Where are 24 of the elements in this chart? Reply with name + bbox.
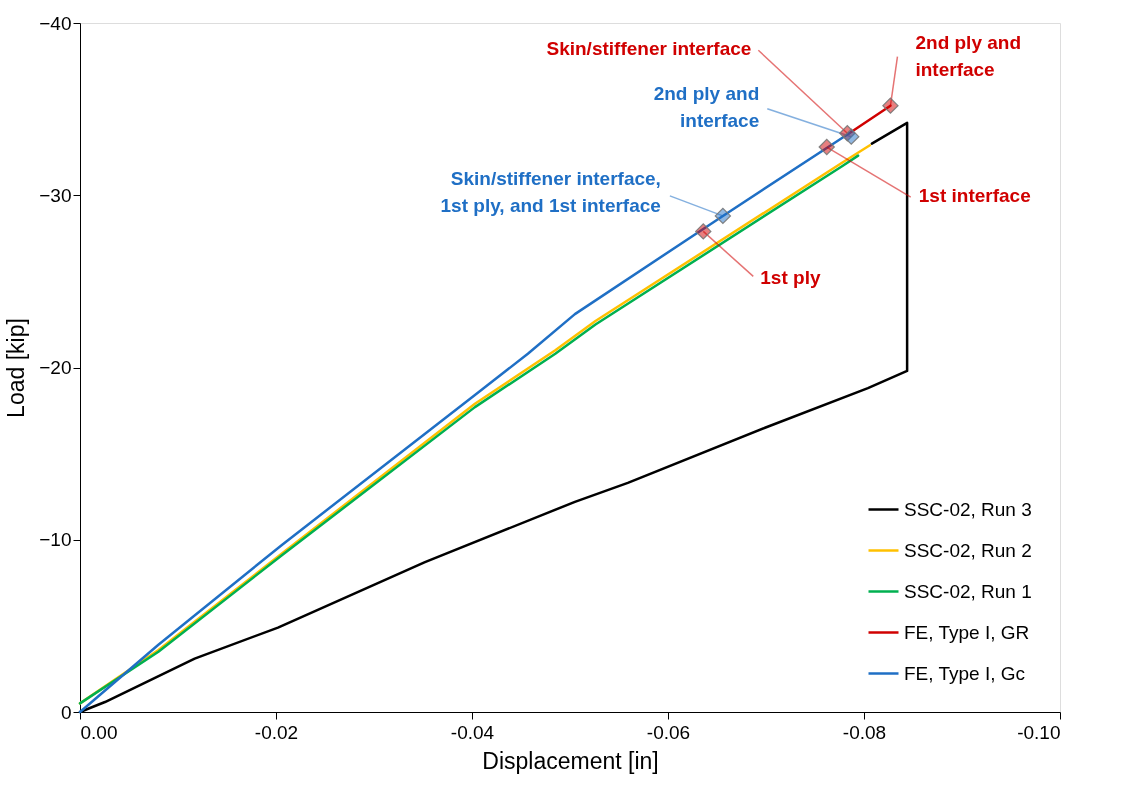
legend-label: SSC-02, Run 1 [904,580,1032,602]
annotation: Skin/stiffener interface [546,38,752,60]
x-tick-label: 0.00 [80,721,118,743]
legend-label: SSC-02, Run 3 [904,498,1032,520]
y-tick-label: −30 [39,184,72,206]
x-tick-label: -0.06 [646,721,691,743]
x-tick-label: -0.04 [450,721,495,743]
y-tick-label: −40 [39,12,72,34]
y-axis-title: Load [kip] [3,318,30,418]
y-tick-label: −20 [39,357,72,378]
y-tick-label: 0 [60,701,72,723]
x-axis-title: Displacement [in] [482,747,659,774]
legend-label: FE, Type I, GR [904,621,1030,643]
annotation: Skin/stiffener interface, 1st ply, and 1st interface [440,167,661,216]
x-tick-label: -0.10 [1017,721,1061,743]
annotation: 1st ply [760,267,821,289]
annotation: 1st interface [918,185,1031,207]
annotation: 2nd ply and interface [915,31,1022,80]
annotation: 2nd ply and interface [653,82,760,131]
y-tick-label: −10 [39,529,72,551]
legend-label: SSC-02, Run 2 [904,539,1032,561]
legend-label: FE, Type I, Gc [904,662,1026,684]
x-tick-label: -0.08 [842,721,887,743]
x-tick-label: -0.02 [254,721,299,743]
